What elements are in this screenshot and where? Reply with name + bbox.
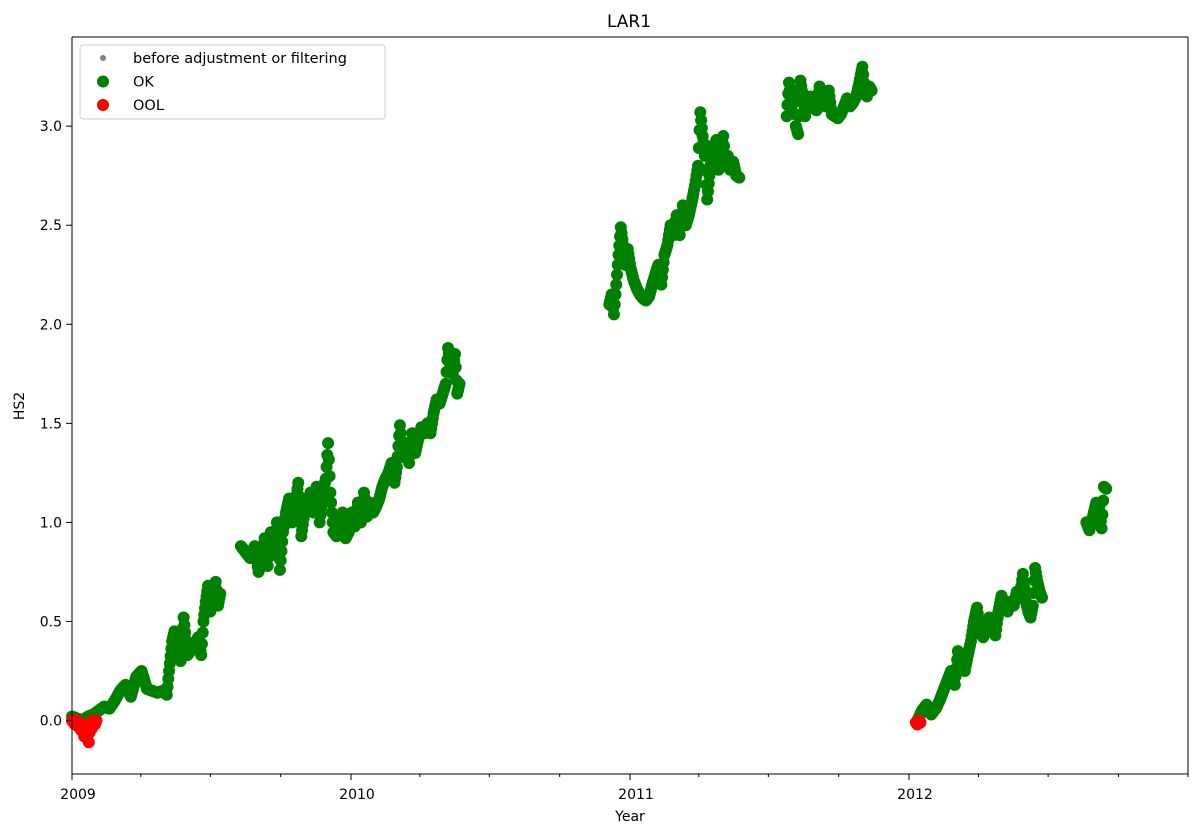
data-point xyxy=(1095,522,1108,535)
data-point xyxy=(322,437,335,450)
data-point xyxy=(275,545,288,558)
data-point xyxy=(914,716,927,729)
data-point xyxy=(1036,591,1048,604)
legend-marker xyxy=(100,55,106,61)
series-ok xyxy=(66,60,1113,727)
legend-marker xyxy=(97,75,109,88)
plot-area xyxy=(72,37,1188,774)
data-point xyxy=(324,486,337,499)
data-point xyxy=(322,453,335,466)
data-points xyxy=(66,60,1113,749)
y-tick-label: 0.5 xyxy=(40,614,62,630)
data-point xyxy=(792,128,805,141)
data-point xyxy=(195,649,208,662)
data-point xyxy=(717,130,730,143)
y-tick-label: 2.5 xyxy=(40,218,62,234)
data-point xyxy=(865,84,878,97)
data-point xyxy=(611,268,624,281)
data-point xyxy=(276,535,289,548)
data-point xyxy=(610,278,623,291)
data-point xyxy=(293,490,306,503)
data-point xyxy=(325,496,338,509)
y-tick-label: 1.5 xyxy=(40,416,62,432)
x-axis-label: Year xyxy=(614,809,645,825)
y-tick-label: 2.0 xyxy=(40,317,62,333)
data-point xyxy=(449,361,462,374)
data-point xyxy=(718,139,731,152)
data-point xyxy=(325,506,338,519)
legend-label: OOL xyxy=(133,98,164,114)
y-axis-ticks: 0.0 0.5 1.0 1.5 2.0 2.5 3.0 xyxy=(40,119,72,730)
legend-label: before adjustment or filtering xyxy=(133,51,347,67)
legend-label: OK xyxy=(133,75,154,91)
data-point xyxy=(195,637,208,650)
legend-marker xyxy=(97,99,109,111)
x-tick-label: 2012 xyxy=(897,787,933,803)
x-tick-label: 2011 xyxy=(618,787,654,803)
data-point xyxy=(323,470,336,483)
data-point xyxy=(608,298,621,311)
data-point xyxy=(607,308,620,321)
x-tick-label: 2009 xyxy=(60,787,96,803)
data-point xyxy=(196,626,209,639)
x-tick-label: 2010 xyxy=(339,787,375,803)
data-point xyxy=(1100,482,1113,495)
data-point xyxy=(214,587,227,600)
y-tick-label: 3.0 xyxy=(40,119,62,135)
data-point xyxy=(292,476,305,489)
chart-title: LAR1 xyxy=(607,12,651,32)
data-point xyxy=(1096,508,1109,521)
data-point xyxy=(448,347,461,360)
data-point xyxy=(453,377,466,390)
data-point xyxy=(1097,494,1110,507)
x-axis-ticks: 2009 2010 2011 2012 xyxy=(60,774,1189,803)
data-point xyxy=(90,714,103,727)
y-tick-label: 1.0 xyxy=(40,515,62,531)
data-point xyxy=(733,171,746,184)
data-point xyxy=(273,563,286,576)
y-tick-label: 0.0 xyxy=(40,714,62,730)
data-point xyxy=(82,736,95,749)
data-point xyxy=(1026,599,1039,612)
series-ool xyxy=(66,714,927,749)
data-point xyxy=(390,460,403,473)
data-point xyxy=(703,169,716,182)
legend-box xyxy=(79,44,386,120)
legend: before adjustment or filtering OK OOL xyxy=(79,44,386,120)
y-axis-label: HS2 xyxy=(12,392,28,420)
data-point xyxy=(439,377,452,390)
data-point xyxy=(274,554,287,567)
data-point xyxy=(609,288,622,301)
